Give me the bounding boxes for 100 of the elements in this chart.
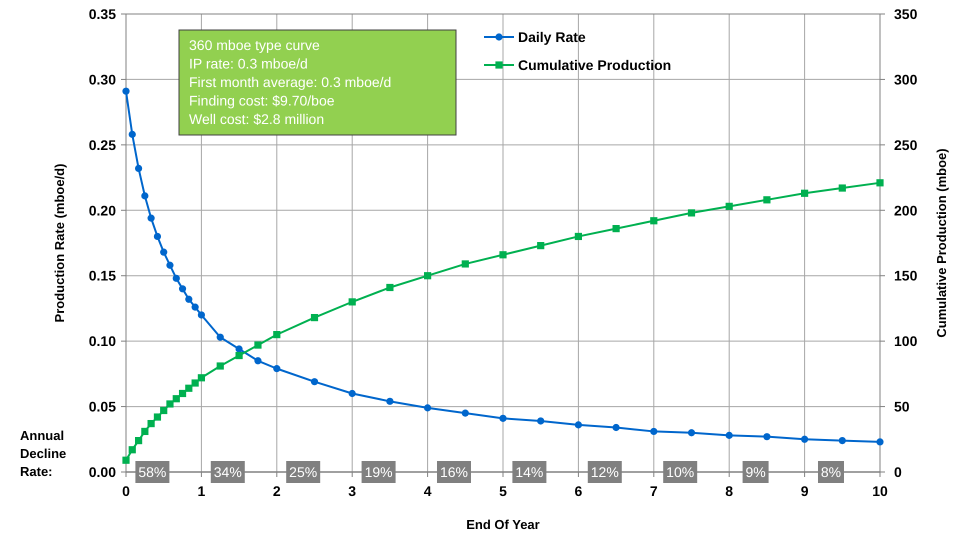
point: [462, 260, 469, 268]
point: [688, 209, 696, 217]
point: [838, 436, 846, 444]
point: [763, 196, 770, 204]
point: [499, 414, 507, 422]
point: [178, 390, 186, 398]
point: [236, 352, 243, 360]
annotation: 58%: [138, 464, 166, 480]
point: [688, 429, 696, 436]
point: [122, 456, 130, 464]
annotation: 16%: [440, 464, 468, 480]
text-box: 360 mboe type curve IP rate: 0.3 mboe/d First month average: 0.3 mboe/d Finding cost: $9.70/boe Well cost: $2.8 million: [178, 30, 456, 136]
point: [650, 428, 658, 436]
x-tick-label: 7: [650, 483, 658, 499]
point: [236, 345, 243, 353]
x-tick-label: 4: [424, 483, 432, 499]
point: [172, 274, 180, 282]
point: [192, 304, 199, 311]
y2-tick-label: 150: [894, 268, 918, 284]
point: [273, 331, 280, 338]
annotation: 8%: [820, 464, 842, 480]
point: [424, 272, 432, 280]
legend-label: Daily Rate: [518, 29, 586, 45]
point: [254, 357, 262, 364]
y2-tick-label: 200: [894, 202, 918, 218]
point: [537, 417, 544, 425]
point: [838, 184, 846, 192]
annotation: 25%: [289, 464, 318, 480]
point: [801, 190, 808, 197]
point: [801, 436, 808, 443]
point: [650, 217, 658, 224]
point: [876, 179, 884, 186]
y-tick-label: 0.30: [88, 71, 116, 88]
y-tick-label: 0.05: [88, 398, 116, 415]
y-tick-label: 0.00: [88, 464, 116, 480]
point: [499, 251, 507, 258]
point: [166, 400, 174, 408]
point: [462, 410, 469, 417]
y-tick-label: 0.25: [88, 136, 116, 153]
point: [537, 242, 544, 250]
y2-axis-title: Cumulative Production (mboe): [934, 148, 949, 338]
point: [185, 296, 192, 303]
y-tick-label: 0.35: [88, 6, 116, 22]
point: [178, 285, 186, 292]
point: [726, 202, 733, 210]
x-tick-label: 2: [272, 483, 281, 499]
annotation: 360 mboe type curve IP rate: 0.3 mboe/d First month average: 0.3 mboe/d Finding cost: $9.70/boe Well cost: $2.8 million: [189, 37, 392, 127]
point: [172, 395, 180, 402]
point: [612, 424, 620, 432]
point: [273, 365, 280, 372]
point: [128, 130, 136, 138]
point: [763, 433, 770, 440]
point: [574, 232, 582, 240]
point: [185, 384, 192, 392]
x-tick-label: 1: [198, 483, 206, 499]
point: [192, 379, 199, 387]
point: [122, 88, 130, 95]
x-tick-label: 5: [499, 483, 508, 499]
y-tick-label: 0.10: [88, 333, 116, 350]
y2-tick-label: 100: [894, 333, 918, 350]
annotation: 34%: [214, 464, 242, 480]
x-tick-label: 6: [574, 483, 582, 499]
y-tick-label: 0.15: [88, 268, 116, 284]
point: [386, 398, 394, 405]
annotation: 12%: [590, 464, 619, 480]
annotation: 14%: [515, 464, 544, 480]
point: [148, 214, 155, 222]
y2-tick-label: 300: [894, 71, 918, 88]
x-axis-title: End Of Year: [466, 517, 540, 532]
annotation: 19%: [364, 464, 393, 480]
point: [160, 406, 168, 414]
x-tick-label: 8: [725, 483, 734, 499]
x-tick-label: 0: [122, 483, 130, 499]
point: [216, 334, 224, 341]
point: [424, 404, 432, 412]
point: [154, 232, 162, 240]
point: [876, 438, 884, 446]
point: [726, 432, 733, 439]
y-axis-title: Production Rate (mboe/d): [52, 164, 67, 322]
point: [348, 298, 356, 306]
x-tick-label: 3: [348, 483, 356, 499]
x-tick-label: 10: [872, 483, 888, 499]
point: [574, 421, 582, 428]
point: [160, 248, 168, 256]
point: [386, 284, 394, 292]
annotation: 10%: [666, 464, 694, 480]
point: [141, 428, 148, 436]
point: [148, 420, 155, 428]
text: Annual Decline Rate:: [20, 428, 66, 479]
y2-tick-label: 250: [894, 136, 918, 153]
point: [198, 311, 205, 319]
point: [134, 436, 142, 444]
legend-label: Cumulative Production: [518, 57, 672, 73]
point: [612, 225, 620, 232]
x-tick-label: 9: [800, 483, 809, 499]
point: [310, 314, 318, 322]
point: [128, 446, 136, 454]
point: [154, 413, 162, 421]
annotation: 9%: [745, 464, 766, 480]
point: [348, 390, 356, 398]
